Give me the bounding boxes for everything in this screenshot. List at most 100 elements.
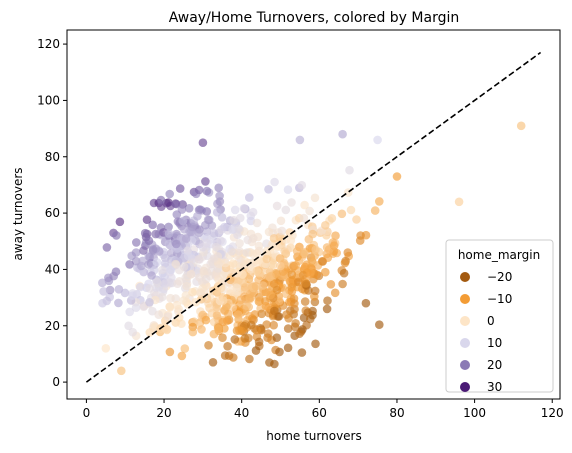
data-point (270, 306, 279, 316)
data-point (310, 193, 320, 203)
legend-marker (460, 360, 470, 370)
data-point (343, 248, 353, 257)
data-point (175, 184, 185, 193)
chart-title: Away/Home Turnovers, colored by Margin (169, 10, 460, 26)
reference-line-group (85, 51, 542, 383)
data-point (516, 121, 526, 131)
data-point (375, 320, 384, 330)
data-point (205, 303, 214, 313)
data-point (145, 298, 154, 307)
data-point (235, 326, 244, 335)
data-point (131, 303, 141, 313)
data-point (269, 234, 279, 243)
y-tick-label: 20 (45, 319, 60, 333)
data-point (198, 284, 207, 293)
data-point (283, 185, 293, 194)
data-point (224, 309, 233, 319)
legend-entries: −20 −10 0 10 20 30 (460, 270, 512, 394)
data-point (172, 300, 182, 310)
data-point (352, 215, 361, 224)
y-tick-label: 60 (45, 206, 60, 220)
data-point (238, 260, 248, 270)
data-point (183, 251, 193, 261)
data-point (211, 242, 221, 252)
data-point (165, 265, 175, 275)
data-point (392, 172, 402, 181)
data-point (218, 296, 228, 305)
data-point (109, 271, 118, 281)
data-point (283, 324, 293, 333)
data-point (144, 236, 154, 245)
data-point (300, 297, 310, 306)
data-point (262, 239, 271, 248)
data-point (239, 204, 249, 213)
data-point (128, 291, 137, 301)
data-point (373, 135, 382, 145)
data-point (299, 213, 309, 223)
legend-marker (460, 338, 470, 348)
data-point (323, 296, 332, 306)
data-point (212, 285, 221, 295)
data-point (197, 325, 206, 334)
data-point (240, 283, 250, 292)
data-point (145, 252, 154, 262)
data-point (152, 257, 162, 267)
data-point (120, 288, 130, 298)
data-point (228, 259, 238, 268)
data-point (283, 343, 293, 353)
data-point (297, 180, 307, 190)
data-point (294, 277, 303, 287)
x-tick-label: 40 (234, 406, 249, 420)
data-point (194, 254, 204, 264)
x-tick-label: 100 (463, 406, 486, 420)
data-point (235, 239, 244, 248)
data-point (164, 198, 173, 207)
data-point (311, 245, 321, 254)
data-point (151, 229, 160, 239)
data-point (272, 201, 282, 211)
data-point (297, 348, 307, 357)
data-point (171, 199, 180, 208)
legend-marker (460, 272, 470, 282)
data-point (277, 226, 287, 236)
data-point (338, 129, 347, 139)
data-point (248, 207, 258, 217)
data-point (221, 258, 230, 268)
data-point (257, 309, 267, 319)
data-point (145, 328, 155, 337)
data-point (175, 265, 184, 275)
data-point (329, 241, 339, 250)
data-point (262, 254, 272, 264)
data-point (356, 231, 365, 240)
data-point (321, 267, 330, 277)
reference-line (85, 51, 542, 383)
data-point (214, 259, 223, 269)
data-point (188, 327, 198, 337)
data-point (136, 282, 145, 292)
data-point (147, 271, 156, 280)
legend-label: −10 (487, 292, 512, 306)
data-point (254, 337, 264, 347)
data-point (454, 197, 464, 207)
data-point (226, 286, 236, 295)
data-point (139, 246, 148, 255)
data-point (181, 234, 191, 244)
data-point (228, 225, 237, 234)
data-point (258, 281, 268, 290)
data-point (330, 288, 340, 298)
data-point (201, 220, 210, 230)
data-point (201, 315, 211, 325)
data-point (165, 303, 175, 312)
data-point (254, 241, 264, 251)
data-point (128, 327, 137, 337)
data-point (125, 307, 134, 317)
data-point (164, 229, 174, 238)
data-point (286, 236, 296, 245)
data-point (117, 366, 126, 376)
y-tick-label: 80 (45, 150, 60, 164)
data-point (102, 243, 112, 252)
data-point (242, 301, 251, 311)
data-point (299, 248, 309, 258)
y-tick-label: 120 (37, 37, 60, 51)
